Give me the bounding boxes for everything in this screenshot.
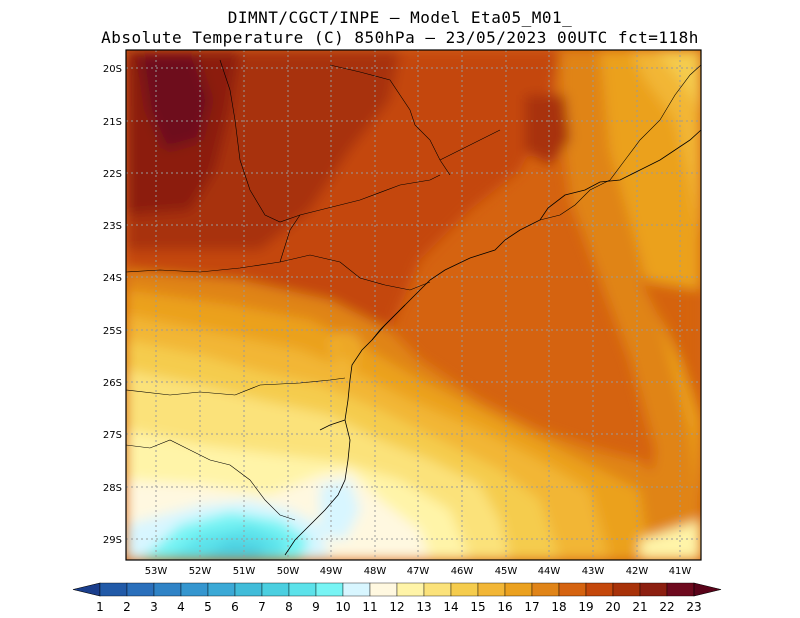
colorbar-tick-label: 8 [285, 600, 293, 614]
lon-label-51w: 51W [233, 566, 256, 577]
colorbar-tick-label: 1 [96, 600, 104, 614]
colorbar-tick-label: 2 [123, 600, 131, 614]
colorbar-tick-label: 3 [150, 600, 158, 614]
map-frame [125, 49, 702, 561]
map-title-line2: Absolute Temperature (C) 850hPa – 23/05/… [101, 28, 699, 47]
lon-label-45w: 45W [495, 566, 518, 577]
colorbar-swatch [315, 582, 344, 597]
lon-label-52w: 52W [189, 566, 212, 577]
colorbar-swatch [396, 582, 425, 597]
colorbar-tick-label: 15 [470, 600, 485, 614]
lat-label-20s: 20S [103, 64, 122, 75]
lat-label-24s: 24S [103, 273, 122, 284]
colorbar: 1 2 3 4 5 6 7 8 9 10 11 12 13 14 15 16 17 18 19 20 21 22 23 [72, 582, 722, 614]
lat-label-26s: 26S [103, 378, 122, 389]
map-title-line1: DIMNT/CGCT/INPE – Model Eta05_M01_ [227, 8, 573, 27]
colorbar-tick-label: 14 [443, 600, 458, 614]
colorbar-swatch [612, 582, 641, 597]
colorbar-tick-label: 13 [416, 600, 431, 614]
colorbar-tick-label: 17 [524, 600, 539, 614]
colorbar-tick-label: 19 [578, 600, 593, 614]
colorbar-swatch [126, 582, 155, 597]
colorbar-swatch [639, 582, 668, 597]
lon-label-53w: 53W [145, 566, 168, 577]
colorbar-tick-label: 9 [312, 600, 320, 614]
lon-label-46w: 46W [451, 566, 474, 577]
colorbar-swatch [504, 582, 533, 597]
lon-label-49w: 49W [320, 566, 343, 577]
lon-label-48w: 48W [364, 566, 387, 577]
colorbar-tick-label: 20 [605, 600, 620, 614]
lon-label-50w: 50W [277, 566, 300, 577]
colorbar-tick-label: 7 [258, 600, 266, 614]
colorbar-swatch [585, 582, 614, 597]
lon-label-47w: 47W [407, 566, 430, 577]
colorbar-tick-label: 23 [686, 600, 701, 614]
temperature-field [126, 50, 701, 560]
lat-label-25s: 25S [103, 326, 122, 337]
lat-label-23s: 23S [103, 221, 122, 232]
colorbar-tick-label: 12 [389, 600, 404, 614]
colorbar-swatch [531, 582, 560, 597]
lon-label-42w: 42W [626, 566, 649, 577]
state-borders [126, 59, 701, 521]
longitude-labels: 53W 52W 51W 50W 49W 48W 47W 46W 45W 44W … [145, 566, 692, 577]
colorbar-tick-label: 6 [231, 600, 239, 614]
graticule [126, 50, 701, 560]
lat-label-27s: 27S [103, 430, 122, 441]
colorbar-swatch [450, 582, 479, 597]
colorbar-tick-label: 4 [177, 600, 185, 614]
lon-label-44w: 44W [538, 566, 561, 577]
colorbar-swatch [99, 582, 128, 597]
colorbar-tick-label: 22 [659, 600, 674, 614]
colorbar-tick-label: 10 [335, 600, 350, 614]
lon-label-43w: 43W [582, 566, 605, 577]
colorbar-swatch [234, 582, 263, 597]
lat-label-22s: 22S [103, 169, 122, 180]
colorbar-swatch [342, 582, 371, 597]
lon-label-41w: 41W [669, 566, 692, 577]
colorbar-swatch [261, 582, 290, 597]
colorbar-tick-label: 5 [204, 600, 212, 614]
lat-label-28s: 28S [103, 483, 122, 494]
colorbar-swatch [180, 582, 209, 597]
latitude-labels: 20S 21S 22S 23S 24S 25S 26S 27S 28S 29S [103, 64, 122, 546]
lat-label-21s: 21S [103, 117, 122, 128]
coastline [284, 129, 701, 556]
colorbar-swatch [558, 582, 587, 597]
colorbar-swatch [423, 582, 452, 597]
colorbar-swatch [153, 582, 182, 597]
colorbar-swatch [207, 582, 236, 597]
colorbar-arrow-high [693, 582, 722, 597]
colorbar-arrow-low [72, 582, 101, 597]
colorbar-swatch [369, 582, 398, 597]
colorbar-tick-label: 11 [362, 600, 377, 614]
colorbar-tick-label: 16 [497, 600, 512, 614]
colorbar-tick-label: 18 [551, 600, 566, 614]
lat-label-29s: 29S [103, 535, 122, 546]
colorbar-swatch [666, 582, 695, 597]
colorbar-swatch [288, 582, 317, 597]
colorbar-swatch [477, 582, 506, 597]
colorbar-tick-label: 21 [632, 600, 647, 614]
